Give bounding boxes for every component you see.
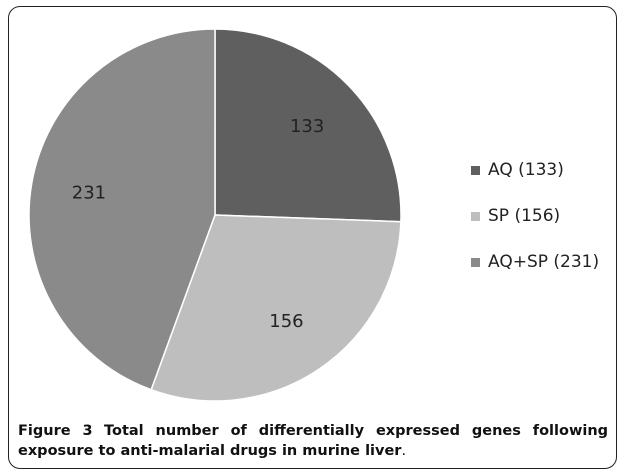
legend-item-aq-sp: AQ+SP (231) bbox=[471, 251, 599, 273]
legend-swatch-sp bbox=[471, 211, 480, 221]
pie-label-sp: 156 bbox=[269, 311, 303, 332]
legend-swatch-aq bbox=[471, 165, 480, 175]
figure-label: Figure 3 bbox=[18, 423, 93, 439]
legend-swatch-aq-sp bbox=[471, 257, 480, 267]
figure-frame: 133 156 231 AQ (133) SP (156) AQ+SP (231) … bbox=[8, 6, 617, 469]
legend-item-sp: SP (156) bbox=[471, 205, 599, 227]
pie-slice-aq bbox=[214, 28, 402, 223]
pie-slice-aq-sp bbox=[28, 28, 216, 391]
pie-label-aq-sp: 231 bbox=[72, 183, 106, 204]
legend-label-sp: SP (156) bbox=[488, 206, 561, 226]
pie-label-aq: 133 bbox=[290, 116, 324, 137]
caption-end: . bbox=[401, 443, 407, 459]
caption-text: Total number of differentially expressed… bbox=[18, 423, 609, 459]
pie-chart: 133 156 231 bbox=[28, 28, 402, 402]
pie-slice-sp bbox=[150, 214, 402, 402]
legend-label-aq: AQ (133) bbox=[488, 160, 564, 180]
legend-label-aq-sp: AQ+SP (231) bbox=[488, 252, 600, 272]
legend: AQ (133) SP (156) AQ+SP (231) bbox=[471, 159, 599, 297]
figure-caption: Figure 3 Total number of differentially … bbox=[18, 421, 608, 461]
legend-item-aq: AQ (133) bbox=[471, 159, 599, 181]
